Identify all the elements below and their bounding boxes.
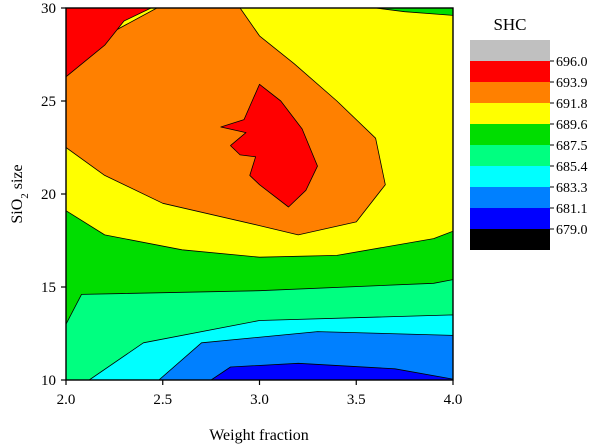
legend-level-label: 683.3 bbox=[556, 181, 588, 196]
contour-band-3 bbox=[210, 362, 453, 380]
legend-level-label: 687.5 bbox=[556, 139, 588, 154]
y-tick-label: 20 bbox=[41, 187, 56, 203]
x-axis-ticks: 2.0 2.5 3.0 3.5 4.0 bbox=[57, 380, 463, 408]
contour-band-7 bbox=[66, 8, 152, 78]
legend-level-label: 685.4 bbox=[556, 160, 588, 175]
x-tick-label: 2.5 bbox=[153, 392, 172, 408]
legend: SHC 696.0 693.9 691.8 689.6 687.5 685.4 683.3 6… bbox=[470, 15, 588, 250]
legend-swatch bbox=[470, 145, 550, 166]
y-tick-label: 30 bbox=[41, 1, 56, 17]
legend-level-label: 681.1 bbox=[556, 202, 588, 217]
y-tick-label: 15 bbox=[41, 280, 56, 296]
y-tick-label: 25 bbox=[41, 94, 56, 110]
legend-title: SHC bbox=[493, 15, 526, 34]
x-axis-title: Weight fraction bbox=[209, 427, 309, 444]
x-tick-label: 3.0 bbox=[250, 392, 269, 408]
legend-swatch bbox=[470, 82, 550, 103]
legend-swatch bbox=[470, 103, 550, 124]
legend-level-label: 679.0 bbox=[556, 223, 588, 238]
legend-swatch bbox=[470, 166, 550, 187]
legend-level-label: 691.8 bbox=[556, 97, 588, 112]
x-tick-label: 3.5 bbox=[347, 392, 366, 408]
legend-swatch bbox=[470, 124, 550, 145]
legend-swatch bbox=[470, 40, 550, 61]
legend-level-label: 696.0 bbox=[556, 55, 588, 70]
legend-swatch bbox=[470, 208, 550, 229]
legend-level-label: 689.6 bbox=[556, 118, 588, 133]
y-axis-title: SiO2 size bbox=[9, 164, 31, 223]
contour-band-8 bbox=[220, 83, 318, 208]
legend-swatch bbox=[470, 229, 550, 250]
legend-level-label: 693.9 bbox=[556, 76, 588, 91]
x-tick-label: 2.0 bbox=[57, 392, 76, 408]
y-tick-label: 10 bbox=[41, 373, 56, 389]
legend-swatch bbox=[470, 61, 550, 82]
contour-bands bbox=[66, 8, 453, 380]
x-tick-label: 4.0 bbox=[444, 392, 463, 408]
legend-swatch bbox=[470, 187, 550, 208]
y-axis-ticks: 10 15 20 25 30 bbox=[41, 1, 66, 389]
